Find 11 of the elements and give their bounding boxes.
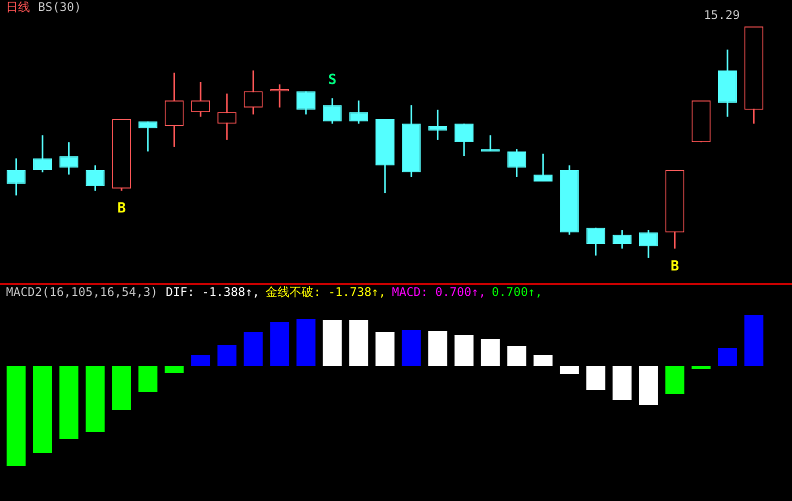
chart-title: 日线 [6, 0, 30, 14]
text: 0.700↑, [492, 285, 542, 300]
chart-subtitle: BS(30) [38, 0, 82, 14]
text: S [328, 72, 337, 88]
text: B [117, 200, 126, 216]
chart-title: MACD2(16,105,16,54,3) [6, 285, 158, 300]
text: B [670, 258, 680, 274]
text: 金线不破: -1.738↑, [266, 285, 386, 300]
text: MACD: 0.700↑, [392, 285, 486, 300]
text: DIF: -1.388↑, [166, 285, 260, 300]
text: 15.29 [704, 8, 740, 22]
